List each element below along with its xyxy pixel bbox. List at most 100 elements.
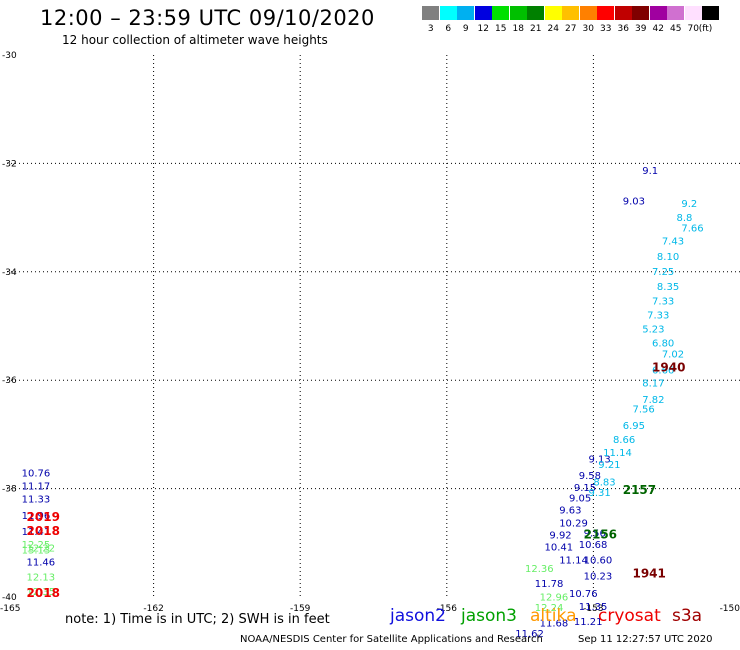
data-point-label: 10.68 — [579, 540, 608, 551]
data-point-label: 7.25 — [652, 267, 674, 278]
legend-label: 24 — [547, 24, 559, 34]
legend-label: 15 — [495, 24, 507, 34]
legend-label: 30 — [582, 24, 594, 34]
data-point-label: 10.23 — [584, 572, 613, 583]
data-point-label: 6.66 — [652, 366, 674, 377]
data-point-label: 10.29 — [559, 519, 588, 530]
legend-swatch — [492, 6, 509, 20]
credit-text: NOAA/NESDIS Center for Satellite Applica… — [240, 634, 543, 645]
data-point-label: 11.35 — [579, 602, 608, 613]
data-point-label: 1940 — [652, 361, 685, 375]
data-point-label: 8.35 — [657, 282, 679, 293]
legend-label: 45 — [670, 24, 682, 34]
data-point-label: 8.8 — [676, 213, 692, 224]
data-point-label: 7.33 — [652, 296, 674, 307]
data-point-label: 11.41 — [22, 527, 51, 538]
data-point-label: 7.43 — [662, 237, 684, 248]
x-tick-label: -153 — [583, 604, 603, 614]
legend-swatch — [457, 6, 474, 20]
legend-label: 33 — [600, 24, 612, 34]
data-point-label: 9.1 — [642, 166, 658, 177]
data-point-label: 8.10 — [657, 252, 679, 263]
data-point-label: 7.56 — [632, 405, 654, 416]
data-point-label: 12.35 — [27, 587, 56, 598]
data-point-label: 7.02 — [662, 349, 684, 360]
data-point-label: 9.56 — [584, 528, 606, 539]
legend-swatch — [544, 6, 562, 20]
data-point-label: 2019 — [27, 510, 60, 524]
legend-swatch — [649, 6, 667, 20]
x-tick-label: -150 — [720, 604, 740, 614]
legend-swatch — [597, 6, 614, 20]
data-point-label: 11.96 — [22, 511, 51, 522]
mission-jason2: jason2 — [390, 606, 446, 626]
data-point-label: 10.76 — [22, 469, 51, 480]
legend-swatch — [579, 6, 597, 20]
legend-label: 3 — [427, 24, 434, 34]
data-point-label: 9.2 — [681, 199, 697, 210]
data-point-label: 10.76 — [569, 589, 598, 600]
legend-label: 18 — [512, 24, 524, 34]
mission-jason3: jason3 — [461, 606, 517, 626]
data-point-label: 12.13 — [27, 573, 56, 584]
legend-swatch — [562, 6, 579, 20]
legend-swatch — [632, 6, 649, 20]
data-point-label: 2157 — [623, 483, 656, 497]
legend-label: 42 — [652, 24, 664, 34]
mission-altika: altika — [530, 606, 577, 626]
legend-swatch — [422, 6, 439, 20]
data-point-label: 11.33 — [22, 495, 51, 506]
data-point-label: 2018 — [27, 586, 60, 600]
data-point-label: 8.66 — [613, 435, 635, 446]
legend-label: 12 — [477, 24, 489, 34]
data-point-label: 9.13 — [589, 455, 611, 466]
x-tick-label: -156 — [437, 604, 458, 614]
data-point-label: 11.62 — [515, 629, 544, 640]
data-point-label: 8.83 — [593, 477, 615, 488]
legend-label: 6 — [445, 24, 452, 34]
data-point-label: 11.17 — [22, 482, 51, 493]
data-point-label: 9.58 — [579, 471, 601, 482]
data-point-label: 12.25 — [22, 540, 51, 551]
data-point-label: 13.13 — [22, 546, 51, 557]
data-point-label: 10.60 — [584, 555, 613, 566]
mission-cryosat: cryosat — [598, 606, 661, 626]
data-point-label: 5.23 — [642, 325, 664, 336]
chart-subtitle: 12 hour collection of altimeter wave hei… — [62, 33, 328, 47]
data-point-label: 9.63 — [559, 506, 581, 517]
data-point-label: 9.21 — [598, 460, 620, 471]
legend-swatch — [439, 6, 457, 20]
data-point-label: 9.31 — [589, 488, 611, 499]
data-point-label: 8.17 — [642, 379, 664, 390]
data-point-label: 1941 — [632, 566, 665, 580]
data-point-label: 9.05 — [569, 494, 591, 505]
data-point-label: 11.14 — [603, 448, 632, 459]
x-tick-label: -159 — [290, 604, 311, 614]
legend-swatch — [684, 6, 702, 20]
legend-swatch — [667, 6, 684, 20]
legend-swatch — [474, 6, 492, 20]
legend-label: 21 — [530, 24, 542, 34]
legend-label: 39 — [635, 24, 647, 34]
data-point-label: 11.68 — [540, 618, 569, 629]
legend-unit: (ft) — [698, 24, 713, 34]
y-tick-label: -34 — [2, 268, 17, 278]
legend-label: 70 — [687, 24, 699, 34]
data-point-label: 11.46 — [27, 558, 56, 569]
legend-swatch — [614, 6, 632, 20]
data-point-label: 11.78 — [535, 579, 564, 590]
data-point-label: 10.41 — [545, 542, 574, 553]
data-point-label: 12.22 — [27, 543, 56, 554]
y-tick-label: -32 — [2, 159, 17, 169]
y-tick-label: -40 — [2, 593, 17, 603]
legend-label: 9 — [462, 24, 469, 34]
data-point-label: 7.82 — [642, 395, 664, 406]
data-point-label: 2018 — [27, 524, 60, 538]
y-tick-label: -38 — [2, 485, 17, 495]
data-point-label: 7.33 — [647, 310, 669, 321]
data-point-label: 9.03 — [623, 197, 645, 208]
x-tick-label: -165 — [0, 604, 20, 614]
data-point-label: 6.95 — [623, 421, 645, 432]
legend-swatch — [527, 6, 544, 20]
